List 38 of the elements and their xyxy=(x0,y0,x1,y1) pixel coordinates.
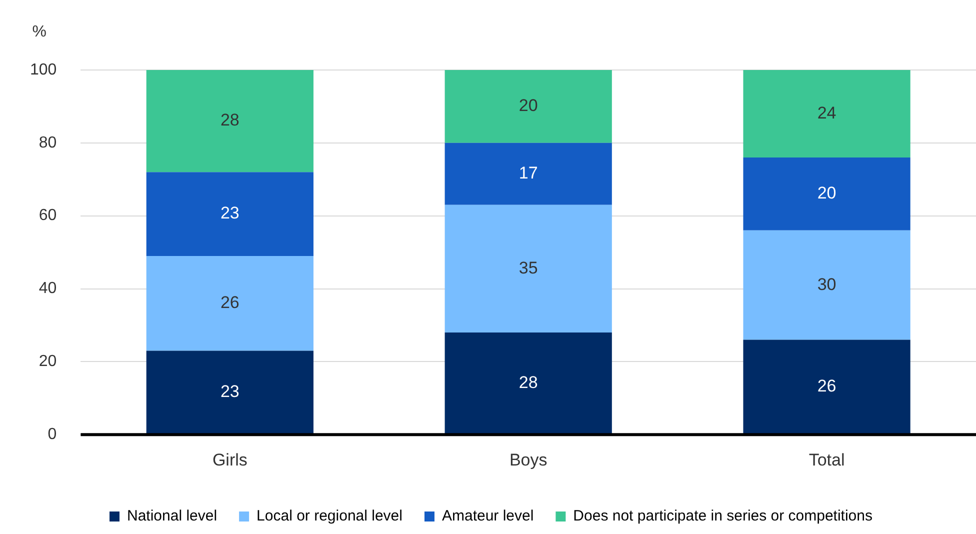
bar xyxy=(743,158,910,230)
data-label: 23 xyxy=(220,204,240,223)
y-tick-label: 60 xyxy=(38,207,57,224)
data-label: 17 xyxy=(518,164,538,183)
y-tick-label: 80 xyxy=(38,134,57,152)
bar xyxy=(146,172,314,256)
data-label: 30 xyxy=(817,274,836,294)
y-tick-label: 40 xyxy=(38,280,57,298)
legend-label: National level xyxy=(127,508,218,525)
data-label: 26 xyxy=(220,293,240,312)
data-label: 20 xyxy=(518,96,538,116)
legend-label: Local or regional level xyxy=(256,508,402,525)
bar xyxy=(444,332,612,434)
bar xyxy=(444,204,612,333)
bar xyxy=(743,70,910,158)
bar xyxy=(743,340,910,434)
data-label: 35 xyxy=(518,258,538,278)
data-label: 20 xyxy=(817,184,836,203)
x-tick-label: Boys xyxy=(509,450,548,470)
legend-label: Amateur level xyxy=(442,508,534,525)
bar xyxy=(743,230,910,340)
bar xyxy=(146,350,314,434)
x-tick-label: Girls xyxy=(212,450,248,470)
data-label: 24 xyxy=(817,103,836,122)
data-label: 23 xyxy=(220,382,240,402)
y-tick-label: 100 xyxy=(30,61,57,78)
bar xyxy=(444,142,612,205)
data-label: 28 xyxy=(518,372,538,392)
bar xyxy=(146,256,314,351)
y-tick-label: 0 xyxy=(48,426,57,444)
x-tick-label: Total xyxy=(808,450,845,470)
y-tick-label: 20 xyxy=(38,353,57,370)
bar xyxy=(444,70,612,143)
data-label: 26 xyxy=(817,376,836,396)
data-label: 28 xyxy=(220,110,240,130)
legend-label: Does not participate in series or competitions xyxy=(573,508,872,525)
bar xyxy=(146,70,314,172)
y-axis-title: % xyxy=(32,23,46,40)
